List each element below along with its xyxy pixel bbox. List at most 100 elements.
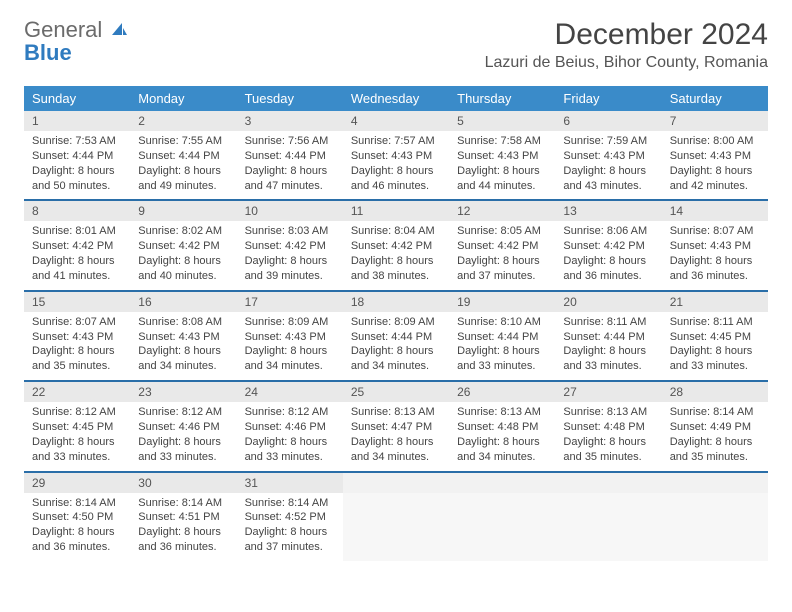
sunset-label: Sunset: <box>457 331 494 343</box>
calendar-cell: 23Sunrise: 8:12 AMSunset: 4:46 PMDayligh… <box>130 381 236 471</box>
sunset-label: Sunset: <box>32 331 69 343</box>
calendar-week-row: 15Sunrise: 8:07 AMSunset: 4:43 PMDayligh… <box>24 291 768 381</box>
day-details: Sunrise: 8:13 AMSunset: 4:48 PMDaylight:… <box>555 402 661 470</box>
sunset-label: Sunset: <box>138 511 175 523</box>
sunrise-label: Sunrise: <box>563 135 603 147</box>
sunset-value: 4:49 PM <box>710 421 751 433</box>
day-number: 15 <box>24 292 130 312</box>
sunrise-label: Sunrise: <box>457 406 497 418</box>
sunrise-value: 8:06 AM <box>607 225 647 237</box>
daylight-label: Daylight: <box>245 345 288 357</box>
sunrise-label: Sunrise: <box>138 497 178 509</box>
sunrise-value: 8:14 AM <box>75 497 115 509</box>
daylight-label: Daylight: <box>563 165 606 177</box>
sunset-label: Sunset: <box>138 240 175 252</box>
sunset-value: 4:43 PM <box>498 150 539 162</box>
sunset-label: Sunset: <box>32 511 69 523</box>
calendar-cell-empty: . <box>662 472 768 561</box>
sunrise-value: 8:12 AM <box>75 406 115 418</box>
calendar-cell: 4Sunrise: 7:57 AMSunset: 4:43 PMDaylight… <box>343 111 449 200</box>
day-details: Sunrise: 8:09 AMSunset: 4:43 PMDaylight:… <box>237 312 343 380</box>
sunset-label: Sunset: <box>245 331 282 343</box>
daylight-label: Daylight: <box>457 436 500 448</box>
weekday-header: Saturday <box>662 86 768 111</box>
day-number: 25 <box>343 382 449 402</box>
day-number: 28 <box>662 382 768 402</box>
sunrise-value: 8:02 AM <box>182 225 222 237</box>
calendar-cell-empty: . <box>555 472 661 561</box>
calendar-cell: 12Sunrise: 8:05 AMSunset: 4:42 PMDayligh… <box>449 200 555 290</box>
sunrise-label: Sunrise: <box>138 316 178 328</box>
day-number: 14 <box>662 201 768 221</box>
sunset-value: 4:42 PM <box>179 240 220 252</box>
day-details: Sunrise: 8:03 AMSunset: 4:42 PMDaylight:… <box>237 221 343 289</box>
sunset-label: Sunset: <box>138 150 175 162</box>
sunset-label: Sunset: <box>32 421 69 433</box>
sunset-label: Sunset: <box>457 421 494 433</box>
day-details: Sunrise: 8:00 AMSunset: 4:43 PMDaylight:… <box>662 131 768 199</box>
sunrise-value: 8:03 AM <box>288 225 328 237</box>
sunrise-value: 8:14 AM <box>182 497 222 509</box>
weekday-header: Thursday <box>449 86 555 111</box>
day-number: 4 <box>343 111 449 131</box>
sunrise-value: 8:13 AM <box>501 406 541 418</box>
sunset-label: Sunset: <box>563 331 600 343</box>
day-details: Sunrise: 8:06 AMSunset: 4:42 PMDaylight:… <box>555 221 661 289</box>
day-number: 1 <box>24 111 130 131</box>
calendar-cell: 7Sunrise: 8:00 AMSunset: 4:43 PMDaylight… <box>662 111 768 200</box>
day-details: Sunrise: 8:13 AMSunset: 4:48 PMDaylight:… <box>449 402 555 470</box>
sunset-value: 4:43 PM <box>710 240 751 252</box>
sunrise-label: Sunrise: <box>457 225 497 237</box>
day-number: 21 <box>662 292 768 312</box>
calendar-cell: 29Sunrise: 8:14 AMSunset: 4:50 PMDayligh… <box>24 472 130 561</box>
day-number: 22 <box>24 382 130 402</box>
sunrise-value: 8:14 AM <box>713 406 753 418</box>
day-details: Sunrise: 8:13 AMSunset: 4:47 PMDaylight:… <box>343 402 449 470</box>
day-number: 31 <box>237 473 343 493</box>
day-number: 7 <box>662 111 768 131</box>
sunset-value: 4:45 PM <box>710 331 751 343</box>
day-number: 6 <box>555 111 661 131</box>
daylight-label: Daylight: <box>138 436 181 448</box>
calendar-cell: 14Sunrise: 8:07 AMSunset: 4:43 PMDayligh… <box>662 200 768 290</box>
calendar-cell: 20Sunrise: 8:11 AMSunset: 4:44 PMDayligh… <box>555 291 661 381</box>
calendar-cell: 30Sunrise: 8:14 AMSunset: 4:51 PMDayligh… <box>130 472 236 561</box>
calendar-cell: 15Sunrise: 8:07 AMSunset: 4:43 PMDayligh… <box>24 291 130 381</box>
daylight-label: Daylight: <box>457 255 500 267</box>
sunset-value: 4:46 PM <box>285 421 326 433</box>
calendar-cell: 11Sunrise: 8:04 AMSunset: 4:42 PMDayligh… <box>343 200 449 290</box>
sunrise-value: 8:11 AM <box>607 316 647 328</box>
calendar-body: 1Sunrise: 7:53 AMSunset: 4:44 PMDaylight… <box>24 111 768 561</box>
daylight-label: Daylight: <box>32 165 75 177</box>
sunset-label: Sunset: <box>351 240 388 252</box>
daylight-label: Daylight: <box>138 345 181 357</box>
day-number: 23 <box>130 382 236 402</box>
sunrise-label: Sunrise: <box>563 316 603 328</box>
sunrise-value: 8:09 AM <box>288 316 328 328</box>
sunset-value: 4:45 PM <box>72 421 113 433</box>
location-text: Lazuri de Beius, Bihor County, Romania <box>485 54 768 72</box>
sunset-value: 4:44 PM <box>391 331 432 343</box>
sunset-value: 4:44 PM <box>72 150 113 162</box>
sunrise-value: 8:10 AM <box>501 316 541 328</box>
sunrise-value: 7:55 AM <box>182 135 222 147</box>
daylight-label: Daylight: <box>563 255 606 267</box>
sunrise-label: Sunrise: <box>670 316 710 328</box>
day-number: 27 <box>555 382 661 402</box>
weekday-header-row: SundayMondayTuesdayWednesdayThursdayFrid… <box>24 86 768 111</box>
sunset-value: 4:42 PM <box>72 240 113 252</box>
daylight-label: Daylight: <box>138 255 181 267</box>
sunrise-label: Sunrise: <box>670 225 710 237</box>
day-details: Sunrise: 8:07 AMSunset: 4:43 PMDaylight:… <box>24 312 130 380</box>
month-title: December 2024 <box>485 18 768 52</box>
calendar-week-row: 8Sunrise: 8:01 AMSunset: 4:42 PMDaylight… <box>24 200 768 290</box>
sunrise-value: 8:07 AM <box>713 225 753 237</box>
daylight-label: Daylight: <box>563 345 606 357</box>
sunrise-value: 8:13 AM <box>607 406 647 418</box>
sunset-label: Sunset: <box>351 150 388 162</box>
sunrise-value: 8:07 AM <box>75 316 115 328</box>
day-details: Sunrise: 8:14 AMSunset: 4:51 PMDaylight:… <box>130 493 236 561</box>
sunrise-value: 7:59 AM <box>607 135 647 147</box>
calendar-cell: 22Sunrise: 8:12 AMSunset: 4:45 PMDayligh… <box>24 381 130 471</box>
calendar-cell: 31Sunrise: 8:14 AMSunset: 4:52 PMDayligh… <box>237 472 343 561</box>
